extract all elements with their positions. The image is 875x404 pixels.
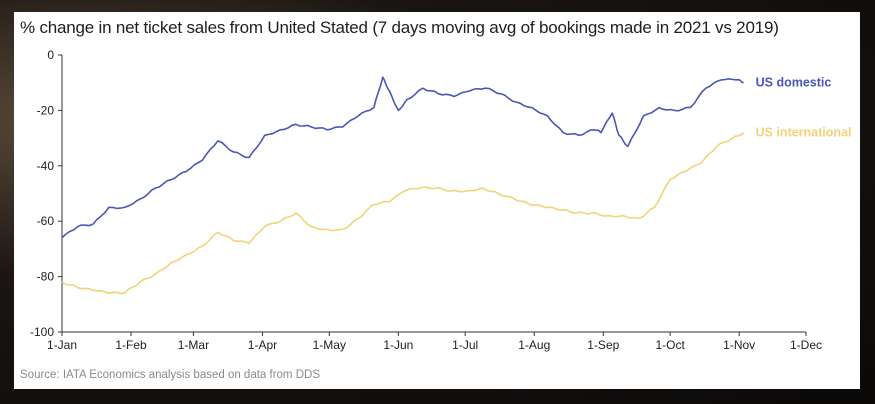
chart-panel: % change in net ticket sales from United… (14, 12, 860, 389)
x-tick-label: 1-Sep (587, 338, 619, 352)
series-line (61, 131, 745, 295)
series-label: US domestic (756, 76, 832, 90)
chart-title: % change in net ticket sales from United… (20, 18, 779, 37)
x-tick-label: 1-Jan (47, 338, 77, 352)
y-tick-label: -80 (37, 270, 55, 284)
x-tick-label: 1-Feb (115, 338, 147, 352)
x-tick-label: 1-Apr (248, 338, 277, 352)
y-tick-label: -100 (30, 325, 54, 339)
source-note: Source: IATA Economics analysis based on… (20, 369, 320, 381)
x-tick-label: 1-Jun (383, 338, 413, 352)
series-line (61, 76, 744, 239)
y-tick-label: -40 (37, 159, 55, 173)
x-tick-label: 1-Nov (723, 338, 755, 352)
x-tick-label: 1-Oct (655, 338, 685, 352)
x-tick-label: 1-May (313, 338, 346, 352)
x-tick-label: 1-Jul (452, 338, 478, 352)
x-tick-label: 1-Mar (178, 338, 209, 352)
x-tick-label: 1-Dec (790, 338, 822, 352)
series-label: US international (756, 126, 852, 140)
y-tick-label: -20 (37, 103, 55, 117)
y-tick-label: 0 (47, 48, 54, 62)
y-tick-label: -60 (37, 214, 55, 228)
x-tick-label: 1-Aug (518, 338, 550, 352)
